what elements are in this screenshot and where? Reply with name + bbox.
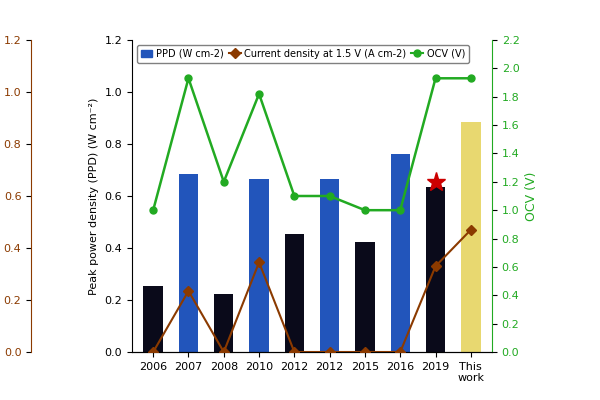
Y-axis label: Peak power density (PPD) (W cm⁻²): Peak power density (PPD) (W cm⁻²) xyxy=(89,97,99,295)
Legend: PPD (W cm-2), Current density at 1.5 V (A cm-2), OCV (V): PPD (W cm-2), Current density at 1.5 V (… xyxy=(137,45,469,63)
Bar xyxy=(179,174,198,352)
Bar xyxy=(391,154,410,352)
Bar xyxy=(320,179,340,352)
Y-axis label: OCV (V): OCV (V) xyxy=(525,171,538,221)
Bar xyxy=(355,242,374,352)
Bar xyxy=(214,294,233,352)
Bar xyxy=(143,286,163,352)
Bar xyxy=(250,179,269,352)
Bar xyxy=(426,187,445,352)
Bar xyxy=(284,234,304,352)
Bar xyxy=(461,122,481,352)
